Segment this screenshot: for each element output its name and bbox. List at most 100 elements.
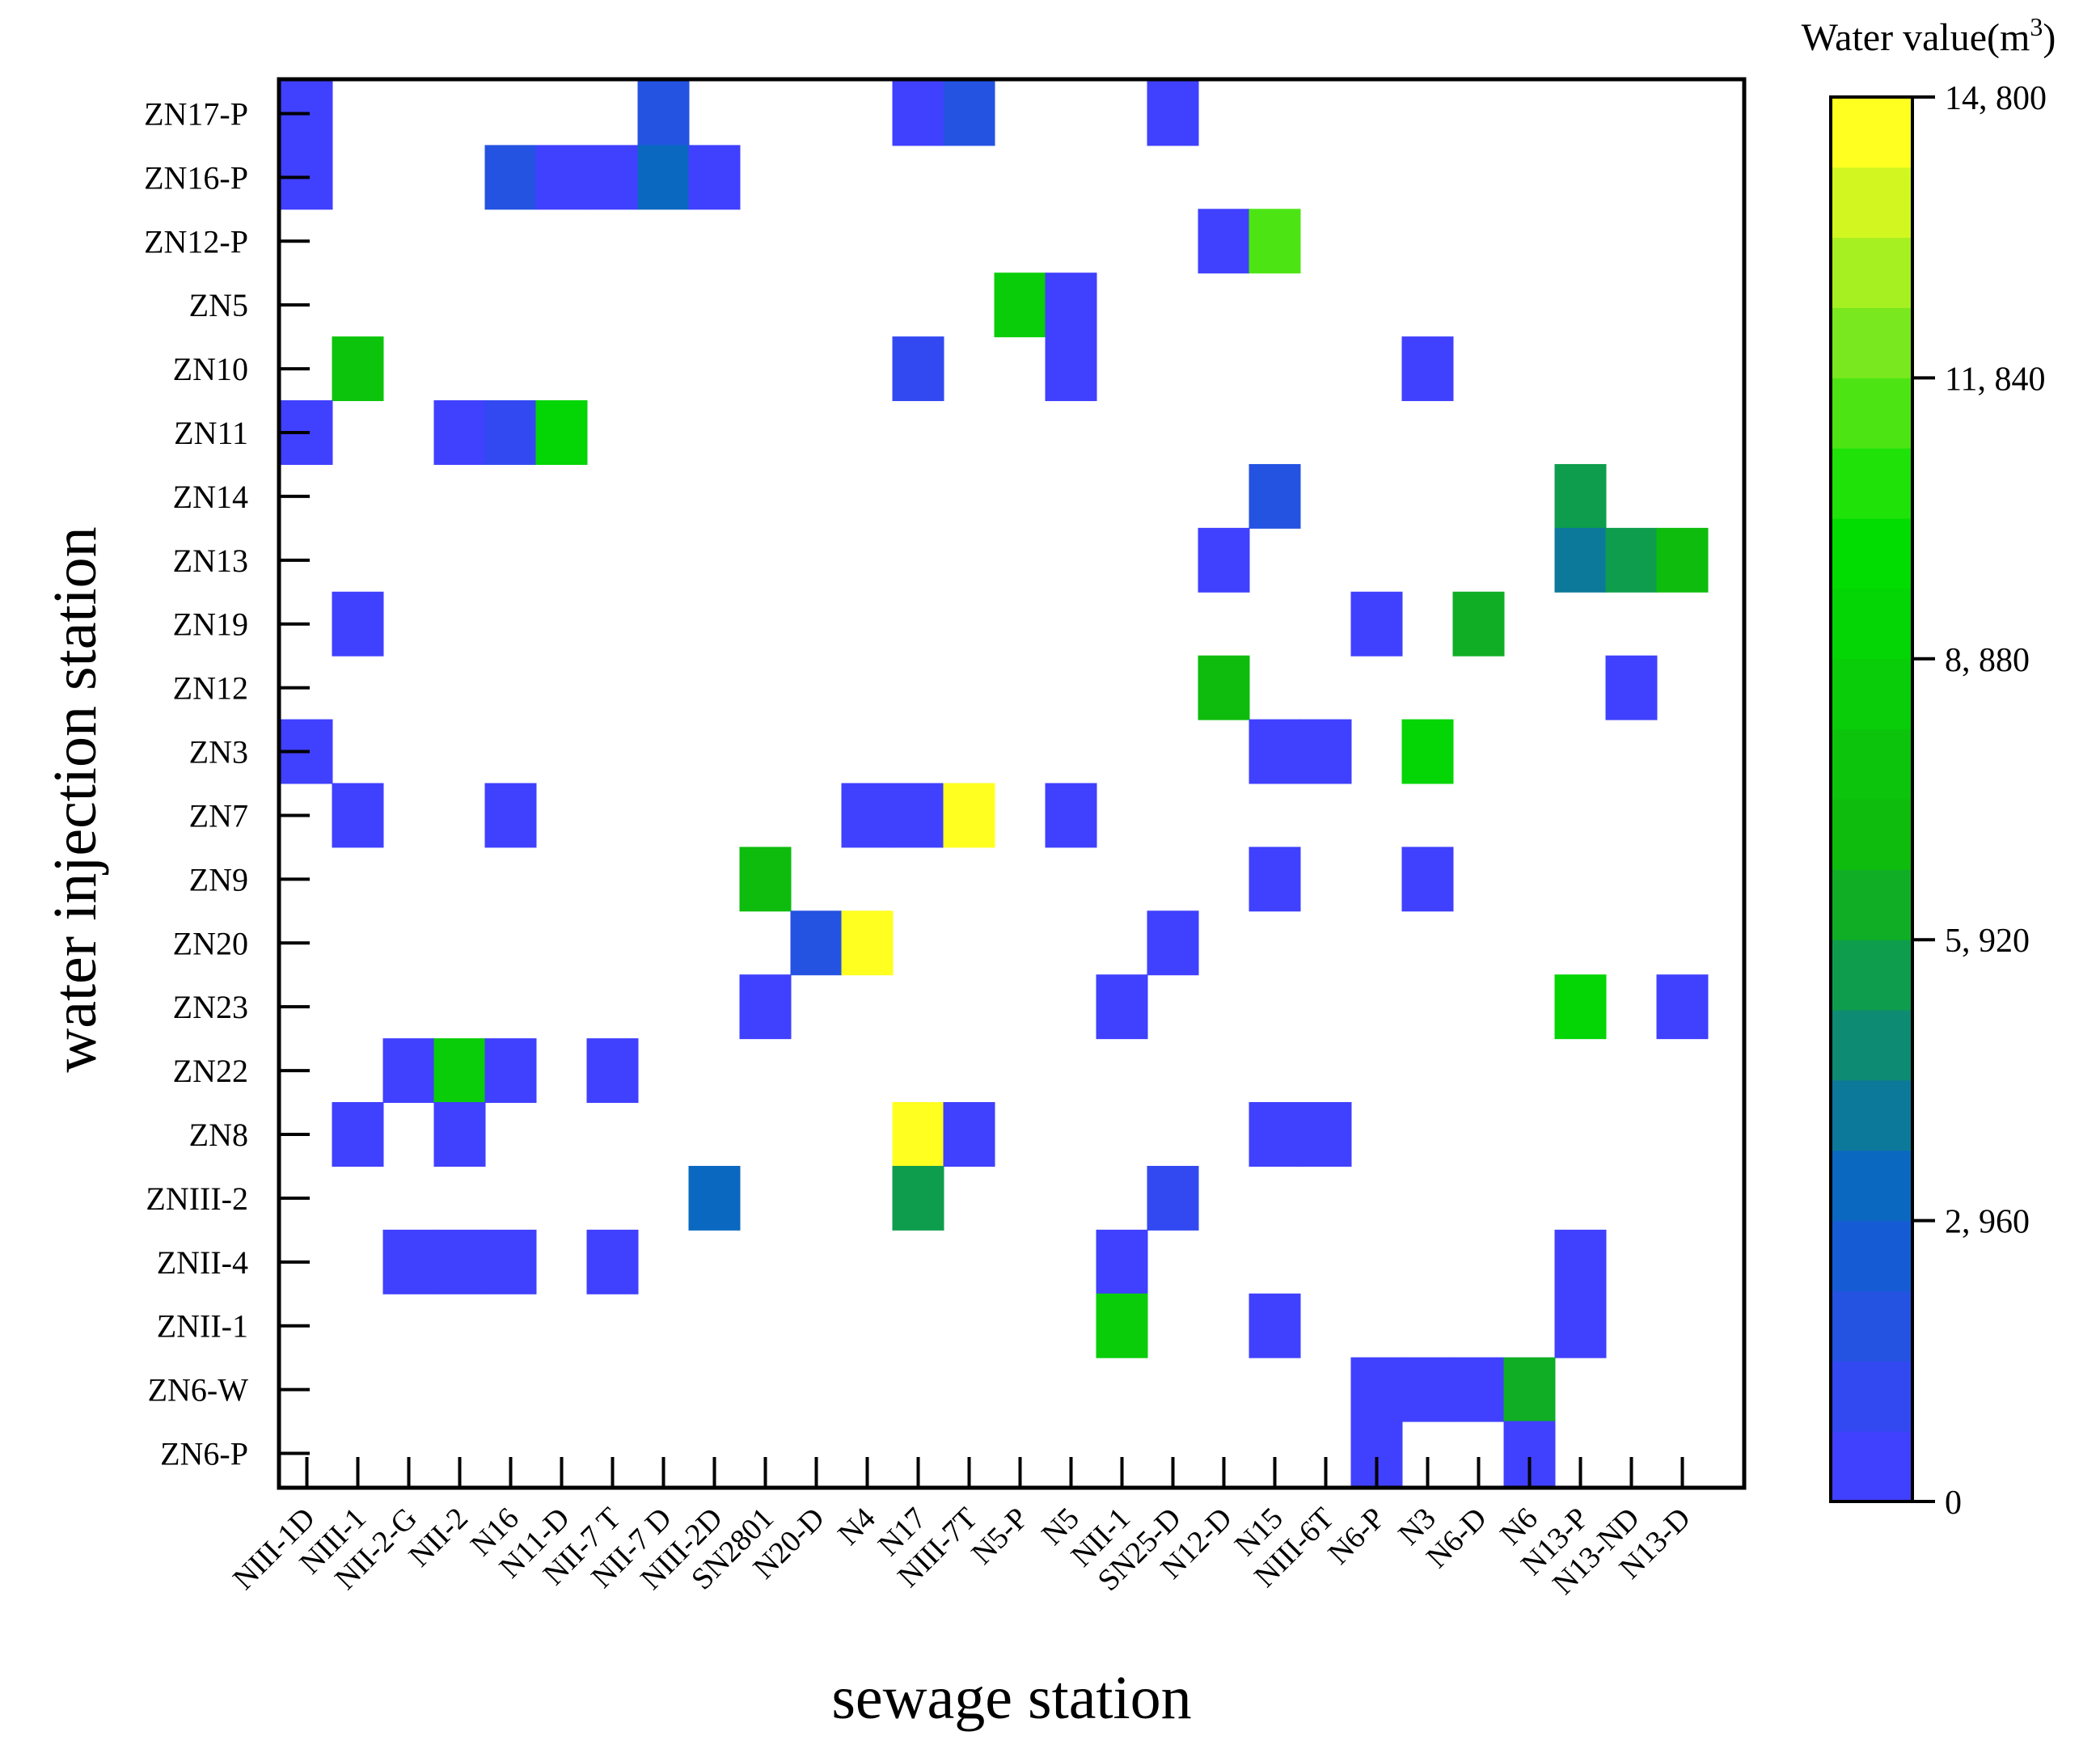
heatmap-cell-znii-4-nii-2-g	[382, 1229, 435, 1294]
heatmap-cell-zn8-niii-6t	[1299, 1102, 1352, 1167]
heatmap-cell-zniii-2-sn25-d	[1147, 1165, 1199, 1231]
heatmap-cell-zn10-n17	[892, 336, 944, 402]
heatmap-cell-zn16-p-nii-7-d	[637, 145, 690, 210]
heatmap-cell-zn20-n20-d	[790, 910, 843, 976]
y-tick-label-zn3: ZN3	[189, 734, 248, 771]
heatmap-cell-zn8-n15	[1249, 1102, 1301, 1167]
heatmap-cell-zn7-n4	[841, 783, 894, 848]
colorbar-tick-label: 5, 920	[1945, 923, 2030, 960]
y-tick-label-zn7: ZN7	[189, 797, 248, 834]
colorbar-ticks: 0 2, 960 5, 920 8, 880 11, 840 14, 800	[1912, 80, 2047, 1522]
heatmap-cell-zn16-p-niii-2d	[688, 145, 741, 210]
colorbar-title: Water value(m3)	[1802, 12, 2056, 59]
y-tick-label-zn5: ZN5	[189, 287, 248, 323]
colorbar-tick-label: 0	[1945, 1484, 1962, 1522]
heatmap-cell-zn17-p-nii-7-d	[637, 81, 690, 146]
heatmap-cell-zn22-nii-7-t	[586, 1038, 639, 1104]
heatmap-cell-znii-4-nii-2	[433, 1229, 486, 1294]
heatmap-cell-zn13-n13-d	[1656, 527, 1709, 593]
x-axis-title: sewage station	[831, 1664, 1191, 1732]
y-axis-title: water injection station	[41, 526, 109, 1072]
y-tick-label-zn13: ZN13	[173, 543, 248, 579]
heatmap-cell-zn11-n11-d	[535, 400, 588, 465]
y-tick-label-zn14: ZN14	[173, 479, 248, 515]
colorbar-band	[1831, 1430, 1912, 1502]
colorbar-band	[1831, 799, 1912, 870]
heatmap-cell-zn14-n15	[1249, 463, 1301, 529]
heatmap-cell-zn14-n13-p	[1554, 463, 1607, 529]
heatmap-cell-zn9-n15	[1249, 847, 1301, 912]
colorbar-title-suffix: )	[2043, 16, 2056, 59]
heatmap-cell-zn3-n15	[1249, 719, 1301, 784]
colorbar-band	[1831, 237, 1912, 309]
y-axis: ZN17-P ZN16-P ZN12-P ZN5 ZN10 ZN11 ZN14 ZN13 ZN1…	[144, 95, 310, 1472]
heatmap-cell-zn5-n5	[1045, 272, 1097, 338]
heatmap-cell-znii-4-nii-7-t	[586, 1229, 639, 1294]
heatmap-cell-znii-4-n16	[484, 1229, 537, 1294]
heatmap-cell-zn16-p-nii-7-t	[586, 145, 639, 210]
heatmap-cell-zniii-2-niii-2d	[688, 1165, 741, 1231]
heatmap-cell-zn12-p-n12-d	[1198, 209, 1250, 274]
y-tick-label-zn10: ZN10	[173, 351, 248, 387]
colorbar-band	[1831, 1290, 1912, 1362]
y-tick-label-zn19: ZN19	[173, 606, 248, 643]
colorbar-band	[1831, 517, 1912, 589]
y-tick-label-zn6-w: ZN6-W	[148, 1372, 249, 1408]
heatmap-cell-zn16-p-n11-d	[535, 145, 588, 210]
colorbar-tick-label: 2, 960	[1945, 1204, 2030, 1241]
heatmap-cell-zn7-niii-7t	[943, 783, 995, 848]
heatmap-cell-zn10-niii-1	[332, 336, 384, 402]
heatmap-cell-zn17-p-n17	[892, 81, 944, 146]
y-tick-label-zn9: ZN9	[189, 861, 248, 897]
colorbar-title-prefix: Water value(m	[1802, 16, 2030, 59]
heatmap-cell-zniii-2-n17	[892, 1165, 944, 1231]
heatmap-cell-zn23-nii-1	[1096, 974, 1148, 1040]
x-tick-label-n6-d: N6-D	[1420, 1501, 1494, 1575]
heatmap-cell-zn11-nii-2	[433, 400, 486, 465]
heatmap-cell-zn13-n12-d	[1198, 527, 1250, 593]
colorbar-band	[1831, 1009, 1912, 1081]
colorbar-band	[1831, 588, 1912, 660]
colorbar-band	[1831, 96, 1912, 168]
heatmap-cell-zn22-n16	[484, 1038, 537, 1104]
heatmap-cell-zn23-n13-d	[1656, 974, 1709, 1040]
heatmap-cell-zn16-p-n16	[484, 145, 537, 210]
heatmap-cell-zn17-p-sn25-d	[1147, 81, 1199, 146]
y-tick-label-zn8: ZN8	[189, 1117, 248, 1153]
heatmap-cell-zn17-p-niii-7t	[943, 81, 995, 146]
heatmap-cell-znii-1-nii-1	[1096, 1293, 1148, 1358]
colorbar-band	[1831, 868, 1912, 940]
heatmap-cell-zn8-niii-7t	[943, 1102, 995, 1167]
heatmap-cell-zn6-w-n6-p	[1350, 1357, 1403, 1422]
y-tick-label-zn12-p: ZN12-P	[144, 223, 248, 260]
x-tick-label-n6-p: N6-P	[1321, 1501, 1391, 1571]
heatmap-cell-zn19-niii-1	[332, 591, 384, 657]
heatmap-cell-zn10-n3	[1401, 336, 1454, 402]
colorbar-band	[1831, 939, 1912, 1011]
heatmap-cell-zn7-n5	[1045, 783, 1097, 848]
heatmap-cell-zn12-n13-nd	[1605, 655, 1658, 720]
heatmap-cell-zn22-nii-2-g	[382, 1038, 435, 1104]
colorbar-band	[1831, 447, 1912, 519]
heatmap-cells	[281, 81, 1709, 1486]
heatmap-cell-zn19-n6-p	[1350, 591, 1403, 657]
colorbar-band	[1831, 658, 1912, 730]
colorbar: 0 2, 960 5, 920 8, 880 11, 840 14, 800 Water …	[1802, 12, 2056, 1522]
heatmap-cell-zn6-w-n3	[1401, 1357, 1454, 1422]
heatmap-cell-zn8-niii-1	[332, 1102, 384, 1167]
colorbar-band	[1831, 1360, 1912, 1432]
heatmap-cell-zn22-nii-2	[433, 1038, 486, 1104]
y-tick-label-zniii-2: ZNIII-2	[146, 1180, 248, 1217]
y-tick-label-znii-1: ZNII-1	[157, 1308, 248, 1345]
heatmap-cell-zn13-n13-p	[1554, 527, 1607, 593]
heatmap-cell-znii-1-n15	[1249, 1293, 1301, 1358]
x-tick-label-n4: N4	[831, 1501, 882, 1552]
colorbar-band	[1831, 1220, 1912, 1291]
colorbar-band	[1831, 307, 1912, 378]
colorbar-band	[1831, 729, 1912, 800]
heatmap-cell-zn23-sn2801	[739, 974, 792, 1040]
heatmap-cell-zn7-n16	[484, 783, 537, 848]
heatmap-cell-zn3-n3	[1401, 719, 1454, 784]
heatmap-cell-zn12-p-n15	[1249, 209, 1301, 274]
y-tick-label-zn22: ZN22	[173, 1053, 248, 1089]
